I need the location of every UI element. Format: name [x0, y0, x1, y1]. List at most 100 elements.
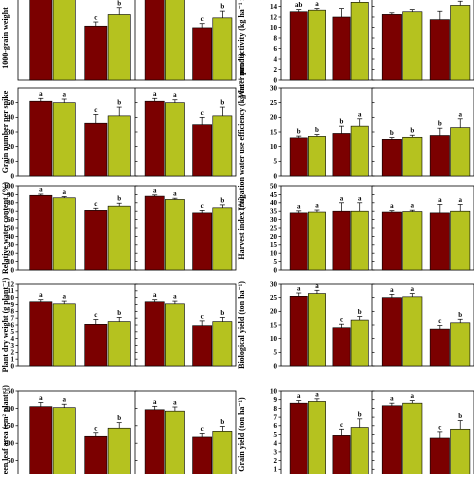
significance-letter: a: [411, 392, 415, 400]
bar: [212, 17, 233, 81]
bar: [107, 115, 131, 177]
y-tick-label: 30: [7, 128, 15, 136]
y-tick-label: 100: [4, 182, 15, 190]
y-tick-label: 2: [274, 66, 278, 74]
significance-letter: c: [94, 424, 97, 432]
y-tick-label: 10: [7, 294, 15, 302]
y-tick-label: 20: [270, 114, 278, 122]
y-tick-label: 12: [270, 13, 278, 21]
bar: [165, 0, 185, 81]
significance-letter: c: [94, 200, 97, 208]
bar: [107, 205, 131, 271]
bar: [29, 406, 53, 479]
y-tick-label: 0: [11, 362, 15, 370]
bar: [107, 14, 131, 81]
bar: [29, 0, 53, 81]
bar: [144, 301, 165, 367]
y-tick-label: 80: [7, 199, 15, 207]
bar: [192, 27, 213, 81]
y-tick-label: 15: [270, 321, 278, 329]
bar: [332, 210, 351, 271]
y-tick-label: 25: [270, 99, 278, 107]
y-tick-label: 25: [270, 294, 278, 302]
significance-letter: a: [297, 285, 301, 293]
significance-letter: c: [201, 109, 204, 117]
significance-letter: a: [340, 194, 344, 202]
bar: [350, 319, 369, 367]
significance-letter: a: [390, 202, 394, 210]
significance-letter: b: [410, 127, 414, 135]
bar: [350, 210, 369, 271]
y-tick-label: 0: [11, 172, 15, 180]
y-axis-label: Irrigation water use efficiency (kg ha⁻¹…: [237, 53, 246, 211]
significance-letter: b: [458, 412, 462, 420]
y-axis-label: Water productivity (kg ha⁻¹ mm⁻¹): [237, 0, 246, 98]
bar: [52, 303, 76, 367]
significance-letter: b: [117, 99, 121, 107]
y-tick-label: 20: [7, 143, 15, 151]
significance-letter: a: [62, 188, 66, 196]
y-tick-label: 10: [270, 335, 278, 343]
y-tick-label: 7: [274, 414, 278, 422]
bar: [144, 409, 165, 479]
bar: [307, 9, 326, 81]
y-tick-label: 60: [7, 216, 15, 224]
significance-letter: c: [438, 317, 441, 325]
bar: [350, 125, 369, 177]
bar: [192, 212, 213, 271]
bar: [107, 321, 131, 367]
y-tick-label: 5: [274, 258, 278, 266]
significance-letter: c: [94, 311, 97, 319]
bar: [381, 139, 402, 177]
significance-letter: c: [340, 421, 343, 429]
bar: [450, 127, 471, 177]
y-tick-label: 10: [7, 158, 15, 166]
bar: [402, 211, 423, 271]
bar: [289, 137, 308, 177]
bar: [144, 100, 165, 177]
significance-letter: b: [220, 3, 224, 11]
y-tick-label: 0: [274, 266, 278, 274]
y-tick-label: 20: [270, 308, 278, 316]
significance-letter: b: [220, 99, 224, 107]
y-tick-label: 5: [11, 328, 15, 336]
significance-letter: c: [201, 15, 204, 23]
bar: [165, 102, 185, 177]
significance-letter: a: [62, 293, 66, 301]
y-tick-label: 30: [270, 280, 278, 288]
significance-letter: b: [358, 410, 362, 418]
significance-letter: a: [62, 91, 66, 99]
y-tick-label: 4: [274, 55, 278, 63]
bar: [289, 11, 308, 81]
significance-letter: a: [315, 390, 319, 398]
bar: [402, 136, 423, 177]
y-tick-label: 1: [11, 356, 15, 364]
y-tick-label: 5: [274, 349, 278, 357]
y-tick-label: 150: [4, 422, 15, 430]
significance-letter: b: [340, 118, 344, 126]
significance-letter: a: [173, 399, 177, 407]
significance-letter: b: [297, 128, 301, 136]
significance-letter: a: [297, 392, 301, 400]
y-axis-label: Grain number per spike: [1, 90, 10, 173]
significance-letter: a: [153, 90, 157, 98]
significance-letter: a: [153, 186, 157, 194]
bar: [429, 135, 450, 177]
bar: [332, 435, 351, 479]
bar: [192, 325, 213, 367]
significance-letter: a: [153, 291, 157, 299]
y-axis-label: Biological yield (ton ha⁻¹): [237, 281, 246, 369]
y-tick-label: 5: [274, 158, 278, 166]
significance-letter: c: [438, 423, 441, 431]
significance-letter: c: [94, 106, 97, 114]
bar: [381, 297, 402, 367]
bar: [29, 301, 53, 367]
bar: [307, 293, 326, 367]
bar: [402, 402, 423, 479]
y-tick-label: 30: [270, 84, 278, 92]
significance-letter: a: [458, 196, 462, 204]
bar: [289, 402, 308, 479]
y-tick-label: 10: [7, 258, 15, 266]
significance-letter: a: [315, 282, 319, 290]
y-axis-label: 1000-grain weight: [1, 7, 10, 69]
